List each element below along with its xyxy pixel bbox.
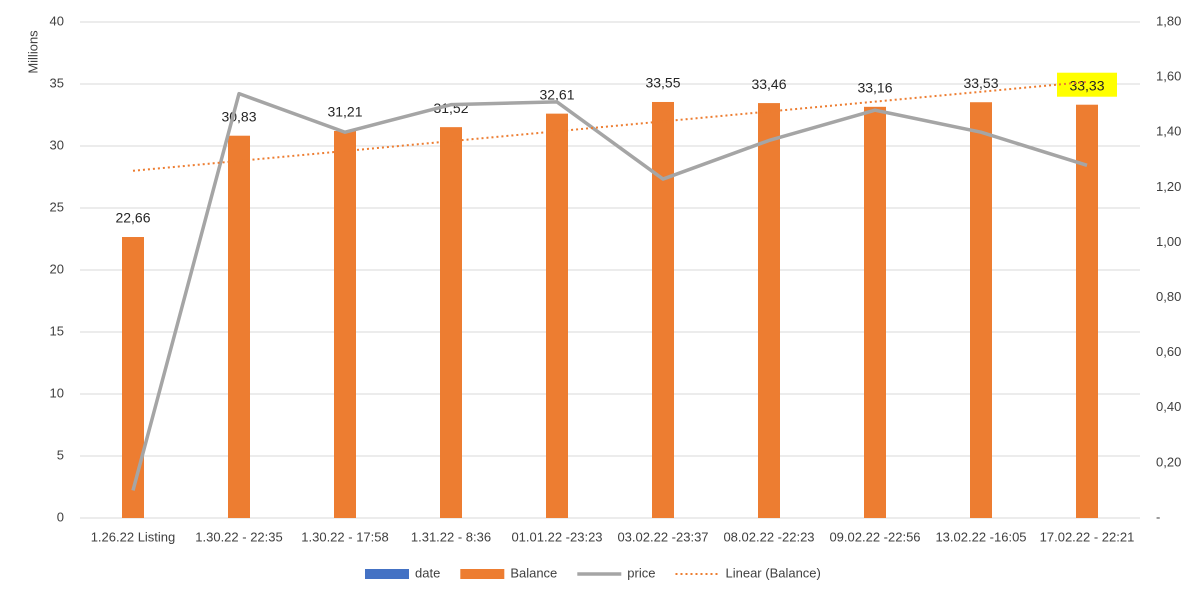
bar: [334, 130, 356, 518]
y-axis-label: Millions: [25, 30, 40, 74]
y-tick-label: 5: [57, 447, 64, 462]
y2-tick-label: 1,60: [1156, 69, 1181, 84]
x-tick-label: 01.01.22 -23:23: [511, 529, 602, 544]
bar: [1076, 104, 1098, 518]
bar: [652, 101, 674, 518]
y-tick-label: 10: [50, 385, 64, 400]
label-highlight: [1057, 72, 1117, 97]
bar: [122, 237, 144, 519]
legend-label: price: [627, 565, 655, 580]
legend-swatch: [365, 569, 409, 579]
x-tick-label: 08.02.22 -22:23: [723, 529, 814, 544]
legend-label: Balance: [510, 565, 557, 580]
data-label: 33,46: [751, 76, 786, 92]
legend-swatch: [460, 569, 505, 579]
x-tick-label: 09.02.22 -22:56: [829, 529, 920, 544]
y2-tick-label: 0,20: [1156, 454, 1181, 469]
data-label: 31,21: [327, 104, 362, 120]
x-tick-label: 17.02.22 - 22:21: [1040, 529, 1135, 544]
bar: [864, 106, 886, 518]
data-label: 33,55: [645, 75, 680, 91]
bar: [546, 113, 568, 519]
y-tick-label: 30: [50, 137, 64, 152]
y-tick-label: 20: [50, 261, 64, 276]
x-tick-label: 13.02.22 -16:05: [935, 529, 1026, 544]
y-tick-label: 25: [50, 199, 64, 214]
y2-tick-label: 1,80: [1156, 13, 1181, 28]
data-label: 33,53: [963, 75, 998, 91]
x-tick-label: 1.26.22 Listing: [91, 529, 176, 544]
legend-label: Linear (Balance): [725, 565, 820, 580]
y2-tick-label: 0,40: [1156, 399, 1181, 414]
y2-tick-label: -: [1156, 509, 1160, 524]
x-tick-label: 1.31.22 - 8:36: [411, 529, 491, 544]
x-tick-label: 1.30.22 - 17:58: [301, 529, 388, 544]
data-label: 33,33: [1069, 77, 1104, 93]
data-label: 32,61: [539, 86, 574, 102]
y-tick-label: 40: [50, 13, 64, 28]
y-tick-label: 0: [57, 509, 64, 524]
y-tick-label: 35: [50, 75, 64, 90]
data-label: 30,83: [221, 108, 256, 124]
bar: [970, 102, 992, 518]
y2-tick-label: 0,60: [1156, 344, 1181, 359]
bar: [228, 135, 250, 518]
x-tick-label: 03.02.22 -23:37: [617, 529, 708, 544]
legend-label: date: [415, 565, 440, 580]
y2-tick-label: 1,00: [1156, 234, 1181, 249]
price-line: [131, 91, 1088, 491]
bar: [440, 127, 462, 518]
y-tick-label: 15: [50, 323, 64, 338]
x-tick-label: 1.30.22 - 22:35: [195, 529, 282, 544]
bar: [758, 103, 780, 518]
data-label: 22,66: [115, 210, 150, 226]
y2-tick-label: 1,20: [1156, 179, 1181, 194]
y2-tick-label: 1,40: [1156, 124, 1181, 139]
data-label: 33,16: [857, 80, 892, 96]
y2-tick-label: 0,80: [1156, 289, 1181, 304]
